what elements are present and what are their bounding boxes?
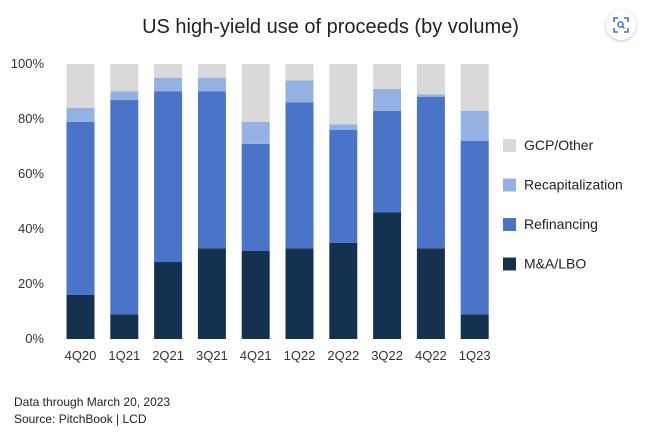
x-tick-label: 1Q21 [108,348,140,363]
lens-search-icon [613,17,629,33]
bar-segment-m-a-lbo-2q22 [329,242,358,339]
x-tick-label: 2Q22 [327,348,359,363]
bar-segment-m-a-lbo-4q21 [241,251,270,339]
chart-title: US high-yield use of proceeds (by volume… [142,16,519,38]
bar-segment-refinancing-1q23 [460,141,489,315]
bar-segment-recapitalization-4q20 [66,108,95,122]
legend-label-refinancing: Refinancing [524,216,598,232]
bar-segment-recapitalization-4q21 [241,121,270,144]
footnote-source: Source: PitchBook | LCD [14,412,147,426]
bar-segment-gcp-other-3q21 [197,64,226,78]
x-tick-label: 3Q22 [371,348,403,363]
x-tick-label: 4Q21 [240,348,272,363]
bar-segment-m-a-lbo-1q23 [460,314,489,339]
bar-segment-recapitalization-1q21 [110,91,139,100]
bar-segment-m-a-lbo-1q21 [110,314,139,339]
bar-segment-recapitalization-3q22 [373,88,402,111]
bar-segment-refinancing-2q22 [329,130,358,243]
y-tick-label: 20% [18,276,44,291]
bar-segment-recapitalization-4q22 [416,94,445,97]
bar-segment-m-a-lbo-3q21 [197,248,226,339]
y-tick-label: 60% [18,166,44,181]
bar-segment-m-a-lbo-1q22 [285,248,314,339]
bar-segment-recapitalization-2q22 [329,124,358,130]
bar-segment-refinancing-3q21 [197,91,226,249]
bar-segment-refinancing-3q22 [373,110,402,213]
bar-segment-gcp-other-1q21 [110,64,139,92]
legend-swatch-refinancing [503,218,516,231]
x-tick-label: 4Q20 [65,348,97,363]
x-tick-label: 1Q22 [284,348,316,363]
bar-segment-m-a-lbo-2q21 [154,262,183,339]
x-tick-label: 3Q21 [196,348,228,363]
bar-segment-recapitalization-1q23 [460,110,489,141]
y-tick-label: 80% [18,111,44,126]
bar-segment-gcp-other-3q22 [373,64,402,89]
x-tick-label: 1Q23 [459,348,491,363]
lens-search-button[interactable] [606,10,636,40]
x-tick-label: 2Q21 [152,348,184,363]
bar-segment-recapitalization-2q21 [154,77,183,92]
bar-segment-gcp-other-2q21 [154,64,183,78]
bar-segment-recapitalization-3q21 [197,77,226,92]
legend-label-gcp-other: GCP/Other [524,137,594,153]
bar-segment-gcp-other-4q22 [416,64,445,95]
bar-segment-refinancing-4q22 [416,97,445,249]
legend-swatch-recapitalization [503,178,516,192]
bar-segment-m-a-lbo-4q20 [66,295,95,339]
bar-segment-refinancing-1q22 [285,102,314,249]
bar-segment-gcp-other-2q22 [329,64,358,125]
legend-swatch-gcp-other [503,139,516,152]
legend-label-recapitalization: Recapitalization [524,177,623,193]
x-tick-label: 4Q22 [415,348,447,363]
y-tick-label: 40% [18,221,44,236]
bar-segment-recapitalization-1q22 [285,80,314,103]
bar-segment-gcp-other-1q23 [460,64,489,111]
bar-segment-gcp-other-1q22 [285,64,314,81]
bar-segment-gcp-other-4q20 [66,64,95,108]
bar-segment-refinancing-4q21 [241,143,270,251]
bar-segment-refinancing-2q21 [154,91,183,262]
bar-segment-refinancing-4q20 [66,121,95,295]
legend-swatch-m-a-lbo [503,257,516,271]
legend-label-m-a-lbo: M&A/LBO [524,256,586,272]
bar-segment-refinancing-1q21 [110,99,139,315]
bar-segment-m-a-lbo-3q22 [373,212,402,339]
y-tick-label: 0% [25,331,44,346]
y-tick-label: 100% [11,56,45,71]
footnote-data-date: Data through March 20, 2023 [14,395,171,409]
bar-segment-gcp-other-4q21 [241,64,270,122]
bar-segment-m-a-lbo-4q22 [416,248,445,339]
